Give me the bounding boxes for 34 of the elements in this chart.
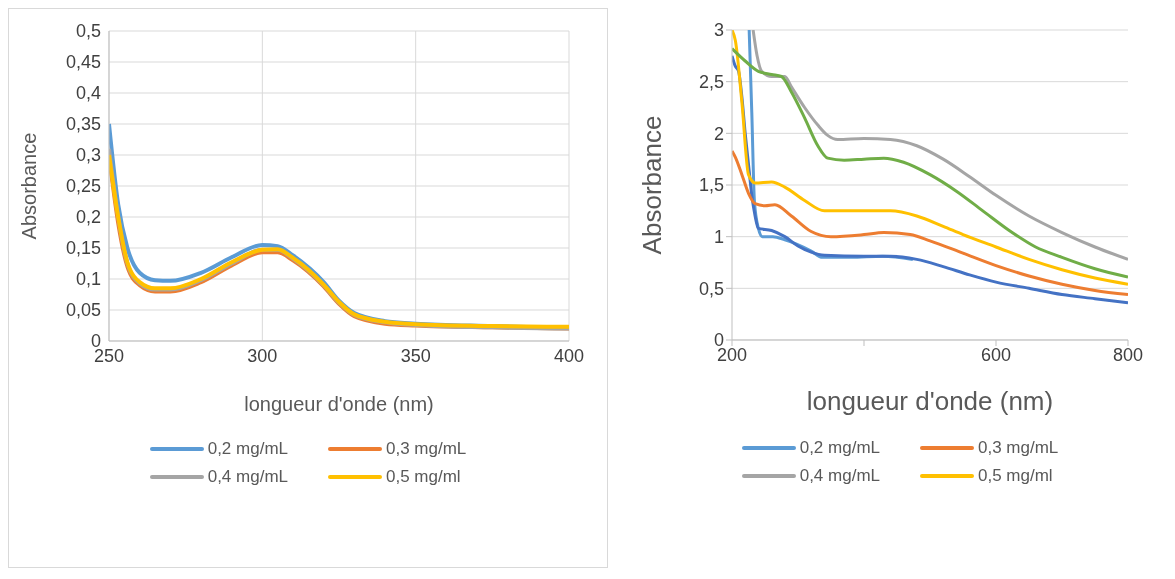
x-axis-title: longueur d'onde (nm) bbox=[806, 386, 1054, 416]
y-tick-label: 0,3 bbox=[75, 145, 101, 166]
y-tick-label: 0,25 bbox=[65, 176, 101, 197]
y-tick-label: 0,35 bbox=[65, 114, 101, 135]
legend-label: 0,2 mg/mL bbox=[799, 438, 880, 458]
y-tick-label: 0,05 bbox=[65, 300, 101, 321]
y-tick-label: 0,1 bbox=[75, 269, 101, 290]
y-tick-label: 0,5 bbox=[698, 278, 724, 299]
x-tick-label: 400 bbox=[553, 345, 585, 366]
y-tick-label: 0,2 bbox=[75, 207, 101, 228]
x-tick-label: 800 bbox=[1112, 344, 1144, 365]
y-tick-label: 2,5 bbox=[698, 72, 724, 93]
y-tick-label: 1 bbox=[713, 227, 724, 248]
x-tick-label: 350 bbox=[400, 345, 431, 366]
x-tick-label: 600 bbox=[980, 344, 1012, 365]
y-tick-label: 3 bbox=[713, 20, 724, 41]
y-axis-title: Absorbance bbox=[18, 132, 41, 240]
legend-label: 0,5 mg/ml bbox=[386, 467, 461, 487]
legend-label: 0,3 mg/mL bbox=[386, 439, 467, 459]
y-tick-label: 2 bbox=[713, 123, 724, 144]
legend-label: 0,4 mg/mL bbox=[799, 466, 880, 486]
y-tick-label: 0,45 bbox=[65, 52, 101, 73]
legend-label: 0,3 mg/mL bbox=[978, 438, 1059, 458]
y-axis-title: Absorbance bbox=[637, 115, 668, 255]
y-tick-label: 1,5 bbox=[698, 175, 724, 196]
y-tick-label: 0,15 bbox=[65, 238, 101, 259]
legend-label: 0,5 mg/ml bbox=[978, 466, 1053, 486]
line-series bbox=[732, 149, 1128, 297]
x-tick-label: 300 bbox=[247, 345, 278, 366]
legend-label: 0,4 mg/mL bbox=[207, 467, 288, 487]
y-tick-label: 0,5 bbox=[75, 21, 101, 42]
y-tick-label: 0,4 bbox=[75, 83, 101, 104]
x-axis-title: longueur d'onde (nm) bbox=[244, 393, 434, 415]
legend-label: 0,2 mg/mL bbox=[207, 439, 288, 459]
